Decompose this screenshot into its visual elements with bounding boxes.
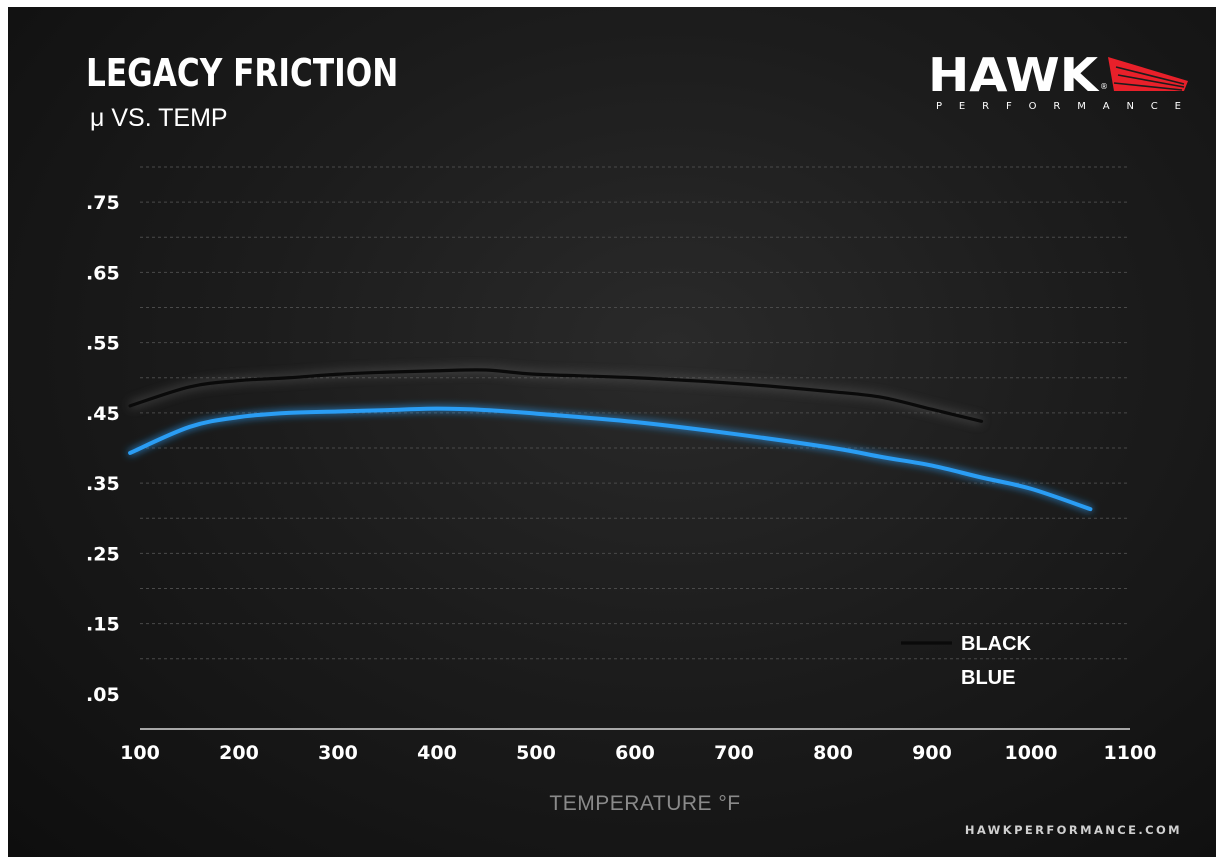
y-tick-label: .55 [86, 333, 120, 355]
x-tick-label: 900 [912, 742, 952, 764]
logo-wing-icon [1108, 57, 1188, 91]
x-tick-label: 400 [417, 742, 457, 764]
series-lines [128, 366, 1093, 512]
y-tick-label: .25 [86, 543, 120, 565]
logo-tagline: PERFORMANCE [936, 101, 1181, 112]
x-tick-label: 100 [120, 742, 160, 764]
y-tick-label: .45 [86, 403, 120, 425]
logo-brand: HAWK [928, 51, 1101, 102]
series-black-line [128, 368, 984, 423]
chart-title: LEGACY FRICTION [86, 51, 399, 95]
chart-frame: .05 .15 .25 .35 .45 .55 .65 .75 100 200 300 400 500… [8, 7, 1216, 857]
website-url: HAWKPERFORMANCE.COM [964, 823, 1182, 837]
legend: BLACK BLUE [901, 633, 1032, 689]
y-axis-ticks: .05 .15 .25 .35 .45 .55 .65 .75 [86, 192, 120, 706]
series-blue-line [128, 406, 1093, 512]
grid-lines [140, 166, 1130, 660]
x-tick-label: 300 [318, 742, 358, 764]
y-tick-label: .15 [86, 614, 120, 636]
x-axis-ticks: 100 200 300 400 500 600 700 800 900 1000 1100 [120, 742, 1156, 764]
y-tick-label: .05 [86, 684, 120, 706]
x-tick-label: 700 [714, 742, 754, 764]
legend-label-black: BLACK [961, 633, 1032, 655]
y-tick-label: .65 [86, 262, 120, 284]
y-tick-label: .75 [86, 192, 120, 214]
logo-registered: ® [1100, 82, 1108, 91]
x-tick-label: 1000 [1005, 742, 1058, 764]
legend-label-blue: BLUE [961, 667, 1015, 689]
x-tick-label: 600 [615, 742, 655, 764]
x-tick-label: 200 [219, 742, 259, 764]
chart-subtitle: μ VS. TEMP [90, 104, 228, 132]
x-tick-label: 800 [813, 742, 853, 764]
chart: .05 .15 .25 .35 .45 .55 .65 .75 100 200 300 400 500… [86, 166, 1156, 815]
x-axis-label: TEMPERATURE °F [549, 792, 740, 815]
x-tick-label: 1100 [1104, 742, 1157, 764]
x-tick-label: 500 [516, 742, 556, 764]
y-tick-label: .35 [86, 473, 120, 495]
hawk-performance-logo: HAWK ® PERFORMANCE [928, 51, 1188, 112]
